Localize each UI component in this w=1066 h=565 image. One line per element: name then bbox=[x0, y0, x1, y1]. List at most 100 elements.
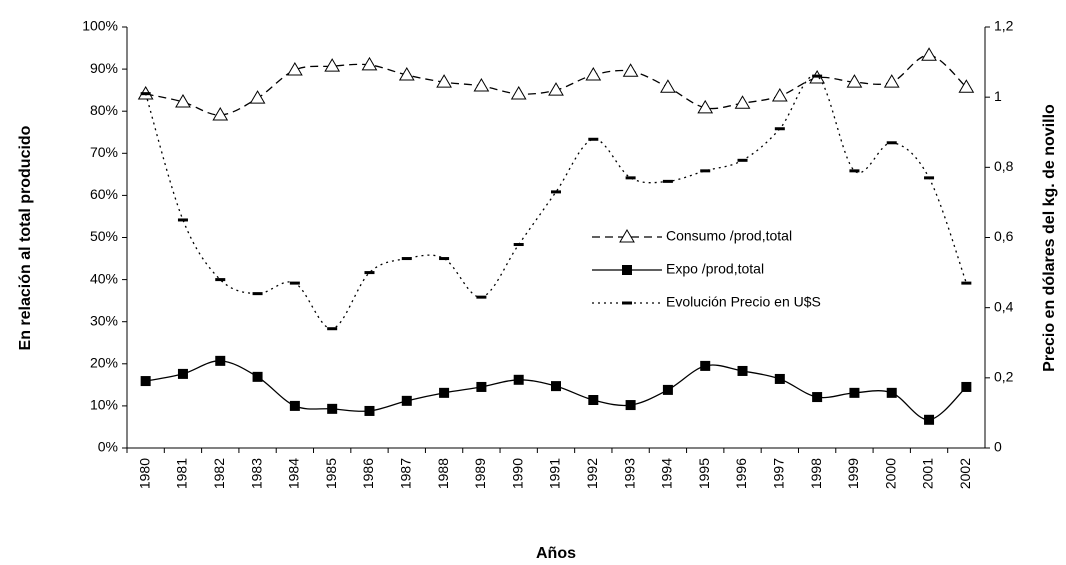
data-point bbox=[771, 88, 788, 102]
data-point bbox=[662, 179, 673, 183]
data-point bbox=[510, 85, 527, 100]
data-point bbox=[401, 257, 412, 261]
data-point bbox=[700, 360, 711, 371]
data-point bbox=[961, 281, 972, 285]
x-tick-label: 1997 bbox=[771, 458, 787, 489]
x-tick-label: 1999 bbox=[845, 458, 861, 489]
data-point bbox=[401, 395, 412, 406]
data-point bbox=[177, 368, 188, 379]
y2-tick-label: 0 bbox=[994, 439, 1002, 455]
x-tick-label: 2000 bbox=[882, 458, 898, 489]
data-point bbox=[849, 169, 860, 173]
data-point bbox=[476, 295, 487, 299]
x-tick-label: 1992 bbox=[584, 458, 600, 489]
x-tick-label: 1982 bbox=[211, 458, 227, 489]
data-point bbox=[286, 61, 303, 76]
data-point bbox=[327, 403, 338, 414]
legend-marker bbox=[622, 265, 632, 275]
data-point bbox=[849, 387, 860, 398]
x-tick-label: 1998 bbox=[808, 458, 824, 489]
data-point bbox=[140, 376, 151, 387]
data-point bbox=[737, 365, 748, 376]
data-point bbox=[364, 271, 375, 275]
x-tick-label: 1980 bbox=[136, 458, 152, 489]
data-point bbox=[774, 373, 785, 384]
data-point bbox=[215, 355, 226, 366]
data-point bbox=[398, 67, 415, 81]
data-point bbox=[551, 381, 561, 392]
y-tick-label: 40% bbox=[90, 270, 118, 286]
x-tick-label: 1994 bbox=[659, 458, 675, 489]
data-point bbox=[588, 395, 599, 406]
data-point bbox=[212, 106, 229, 121]
legend-marker bbox=[619, 229, 635, 243]
y2-tick-label: 1 bbox=[994, 88, 1002, 104]
data-point bbox=[588, 137, 599, 141]
x-tick-label: 1995 bbox=[696, 458, 712, 489]
y-tick-label: 50% bbox=[90, 228, 118, 244]
y2-tick-label: 0,2 bbox=[994, 369, 1014, 385]
x-tick-label: 1988 bbox=[435, 458, 451, 489]
y-axis-title: En relación al total producido bbox=[17, 125, 34, 350]
data-point bbox=[252, 292, 263, 296]
data-point bbox=[886, 387, 897, 398]
data-point bbox=[175, 93, 191, 108]
data-point bbox=[476, 381, 487, 392]
data-point bbox=[697, 99, 714, 114]
x-tick-label: 1987 bbox=[397, 458, 413, 489]
data-point bbox=[436, 74, 452, 88]
data-point bbox=[548, 82, 564, 96]
x-tick-label: 1990 bbox=[509, 458, 525, 489]
legend-label: Evolución Precio en U$S bbox=[666, 294, 821, 310]
y-tick-label: 0% bbox=[98, 439, 118, 455]
x-tick-label: 1993 bbox=[621, 458, 637, 489]
data-point bbox=[215, 278, 226, 282]
y-tick-label: 80% bbox=[90, 102, 118, 118]
data-point bbox=[625, 400, 636, 411]
legend-label: Consumo /prod,total bbox=[666, 228, 792, 244]
x-tick-label: 1996 bbox=[733, 458, 749, 489]
data-point bbox=[924, 176, 935, 180]
y-tick-label: 10% bbox=[90, 397, 118, 413]
data-point bbox=[921, 47, 937, 61]
x-tick-label: 1984 bbox=[286, 458, 302, 489]
y-tick-label: 20% bbox=[90, 355, 118, 371]
x-axis-title: Años bbox=[536, 545, 576, 562]
data-point bbox=[252, 371, 263, 382]
data-point bbox=[140, 92, 151, 96]
x-tick-label: 1981 bbox=[174, 458, 190, 489]
x-tick-label: 2002 bbox=[957, 458, 973, 489]
data-point bbox=[812, 392, 823, 403]
data-point bbox=[662, 384, 673, 395]
legend-marker bbox=[622, 301, 632, 305]
data-point bbox=[958, 79, 975, 93]
data-point bbox=[622, 63, 639, 77]
data-point bbox=[364, 405, 375, 416]
x-tick-label: 1985 bbox=[323, 458, 339, 489]
data-point bbox=[774, 127, 785, 131]
data-point bbox=[700, 169, 711, 173]
y2-tick-label: 1,2 bbox=[994, 18, 1014, 34]
x-tick-label: 1991 bbox=[547, 458, 563, 489]
data-point bbox=[439, 387, 450, 398]
data-point bbox=[473, 77, 490, 92]
data-point bbox=[924, 414, 935, 425]
x-tick-label: 1986 bbox=[360, 458, 376, 489]
data-point bbox=[327, 327, 338, 331]
data-point bbox=[585, 67, 602, 81]
data-point bbox=[289, 281, 300, 285]
data-point bbox=[812, 74, 823, 78]
data-point bbox=[289, 400, 300, 411]
data-point bbox=[886, 141, 897, 145]
data-point bbox=[513, 374, 524, 385]
data-point bbox=[737, 158, 748, 162]
y-tick-label: 90% bbox=[90, 60, 118, 76]
x-tick-label: 2001 bbox=[920, 458, 936, 489]
y-tick-label: 30% bbox=[90, 312, 118, 328]
data-point bbox=[361, 56, 378, 71]
data-point bbox=[846, 74, 863, 88]
y-tick-label: 100% bbox=[82, 18, 118, 34]
y2-tick-label: 0,4 bbox=[994, 298, 1014, 314]
data-point bbox=[177, 218, 188, 222]
